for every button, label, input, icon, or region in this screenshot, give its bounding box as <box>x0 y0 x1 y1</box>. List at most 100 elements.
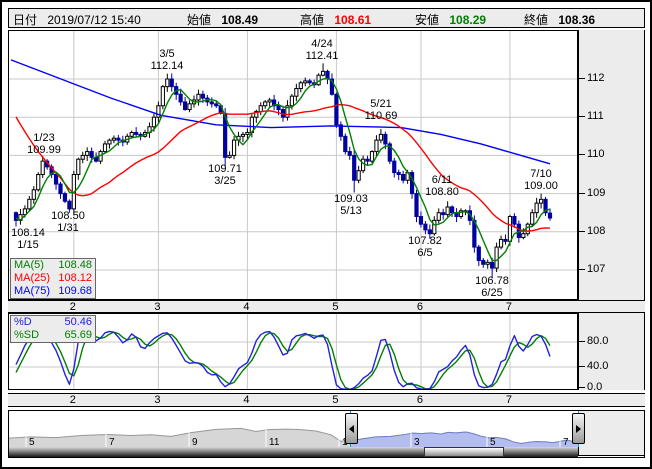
selection-region[interactable] <box>9 428 578 447</box>
up-candle <box>156 105 161 118</box>
info-bar: 日付 2019/07/12 15:40 始値 108.49 高値 108.61 … <box>8 8 645 28</box>
down-candle <box>503 238 508 242</box>
month-label: 5 <box>332 301 339 313</box>
up-candle <box>31 189 36 200</box>
down-candle <box>490 261 495 269</box>
legend-row: MA(25) 108.12 <box>11 272 95 285</box>
ma-legend: MA(5) 108.48 MA(25) 108.12 MA(75) 109.68 <box>10 258 96 299</box>
close-value: 108.36 <box>558 13 596 27</box>
annotation-date-or-price: 108.14 <box>11 227 45 239</box>
axis-tick <box>579 192 585 194</box>
up-candle <box>378 133 383 141</box>
swing-annotation: 6/11 108.80 <box>425 174 459 198</box>
overview-month-label: 9 <box>192 437 198 448</box>
swing-annotation: 108.14 1/15 <box>11 227 45 251</box>
price-axis-label: 112 <box>587 72 605 84</box>
down-candle <box>13 212 19 221</box>
annotation-date-or-price: 106.78 <box>475 275 509 287</box>
scrollbar-track[interactable] <box>9 447 578 457</box>
legend-row: MA(75) 109.68 <box>11 285 95 298</box>
swing-annotation: 107.82 6/5 <box>408 235 442 259</box>
annotation-date-or-price: 5/21 <box>370 98 392 110</box>
down-candle <box>481 259 486 265</box>
annotation-date-or-price: 4/24 <box>311 38 333 50</box>
month-label: 2 <box>69 301 76 313</box>
annotation-date-or-price: 6/25 <box>481 287 503 299</box>
high-value: 108.61 <box>334 13 372 27</box>
price-axis-label: 109 <box>587 186 606 199</box>
up-candle <box>40 160 45 176</box>
price-axis-label: 111 <box>587 110 604 123</box>
scroll-left-button[interactable] <box>345 413 358 444</box>
price-axis-label: 110 <box>587 148 605 161</box>
up-candle <box>76 158 81 176</box>
overview-month-label: 1 <box>342 438 348 448</box>
down-candle <box>347 151 352 156</box>
candlestick-chart <box>9 31 577 299</box>
stochastic-axis-label: 40.0 <box>587 360 609 372</box>
up-candle <box>129 131 134 137</box>
up-candle <box>36 174 41 191</box>
down-candle <box>343 135 348 153</box>
close-label: 終値 <box>524 13 549 27</box>
axis-tick <box>579 154 585 156</box>
month-label: 6 <box>416 301 423 313</box>
up-candle <box>458 210 464 218</box>
down-candle <box>476 246 481 261</box>
scroll-right-button[interactable] <box>572 413 585 444</box>
down-candle <box>214 103 219 107</box>
down-candle <box>401 174 406 181</box>
up-candle <box>432 219 437 235</box>
overview-mini-chart[interactable] <box>9 411 578 448</box>
annotation-date-or-price: 108.80 <box>425 186 459 198</box>
down-candle <box>183 101 188 111</box>
up-candle <box>534 202 539 214</box>
annotation-date-or-price: 6/11 <box>431 174 453 186</box>
annotation-date-or-price: 109.71 <box>208 163 242 175</box>
swing-annotation: 3/5 112.14 <box>151 48 184 72</box>
up-candle <box>240 133 246 137</box>
down-candle <box>392 160 397 174</box>
overview-month-label: 7 <box>109 437 115 448</box>
down-candle <box>89 151 94 158</box>
up-candle <box>27 198 32 210</box>
price-axis: 112 111 110 109 108 107 <box>578 30 645 300</box>
down-candle <box>543 198 548 214</box>
down-candle <box>396 172 401 175</box>
annotation-date-or-price: 3/25 <box>214 175 236 187</box>
month-label: 4 <box>243 301 250 313</box>
up-candle <box>85 151 90 156</box>
up-candle <box>539 198 544 204</box>
annotation-date-or-price: 112.14 <box>150 60 184 72</box>
down-candle <box>169 78 174 88</box>
month-label: 3 <box>154 301 161 313</box>
annotation-date-or-price: 108.50 <box>51 210 85 222</box>
down-candle <box>383 133 388 145</box>
up-candle <box>258 105 263 112</box>
scrollbar-thumb[interactable] <box>424 447 504 457</box>
up-candle <box>80 154 85 160</box>
down-candle <box>53 174 59 185</box>
stochastic-axis: 80.0 40.0 0.0 <box>578 313 645 393</box>
legend-row: %D 50.46 <box>11 316 95 329</box>
axis-tick <box>579 78 585 79</box>
down-candle <box>200 93 206 99</box>
swing-annotation: 4/24 112.41 <box>306 38 339 62</box>
up-candle <box>361 158 366 172</box>
legend-value: 108.48 <box>58 259 92 271</box>
swing-annotation: 109.03 5/13 <box>334 193 368 217</box>
overview-month-label: 5 <box>490 437 496 448</box>
legend-value: 65.69 <box>64 329 92 341</box>
down-candle <box>409 172 415 195</box>
up-candle <box>436 212 441 221</box>
annotation-date-or-price: 109.99 <box>27 144 61 156</box>
down-candle <box>352 154 357 181</box>
navigation-strip[interactable]: 579111357 <box>8 410 645 458</box>
annotation-date-or-price: 110.69 <box>364 110 398 122</box>
overview-month-label: 11 <box>269 437 280 448</box>
high-label: 高値 <box>300 13 325 27</box>
up-candle <box>102 143 108 153</box>
stochastic-axis-label: 80.0 <box>587 335 609 347</box>
ma25-line <box>15 103 551 232</box>
stochastic-axis-label: 0.0 <box>587 381 603 393</box>
